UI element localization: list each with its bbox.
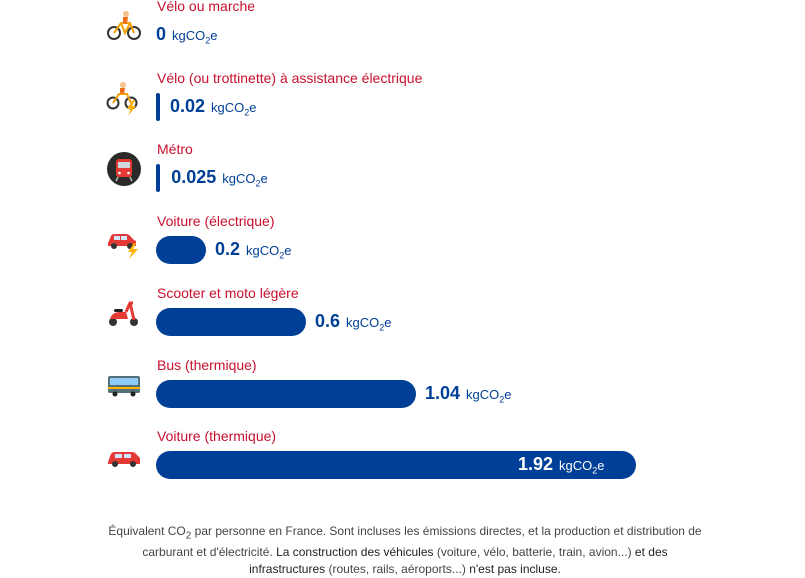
footnote-text: par personne en France. Sont incluses le…: [142, 524, 702, 560]
data-label: 1.92 kgCO2e: [518, 454, 605, 476]
unit-label: kgCO2e: [211, 99, 257, 118]
chart-row: Bus (thermique) 1.04 kgCO2e: [0, 351, 805, 421]
data-label: 0 kgCO2e: [156, 24, 218, 46]
data-label: 1.04 kgCO2e: [425, 383, 512, 405]
unit-label: kgCO2e: [172, 28, 218, 46]
data-label: 0.02 kgCO2e: [170, 96, 257, 118]
car-icon: [106, 438, 142, 474]
bar: [156, 379, 416, 408]
data-label-value: 0: [156, 24, 167, 44]
metro-icon: [106, 151, 142, 187]
bus-icon: [106, 367, 142, 403]
bicycle-icon: [106, 8, 142, 44]
footnote-text: La construction des véhicules: [276, 545, 434, 560]
electric-car-icon: [106, 223, 142, 260]
chart-row: Voiture (thermique) 1.92 kgCO2e: [0, 422, 805, 492]
category-label: Voiture (thermique): [157, 428, 277, 445]
data-label: 0.6 kgCO2e: [315, 311, 392, 333]
emissions-bar-chart: Vélo ou marche 0 kgCO2e Vélo (ou trottinett…: [0, 0, 805, 492]
category-label: Scooter et moto légère: [157, 284, 299, 301]
category-label: Vélo ou marche: [157, 0, 256, 14]
unit-label: kgCO2e: [346, 314, 392, 333]
footnote-text: (voiture, vélo, batterie, train, avion..…: [433, 545, 635, 560]
unit-label: kgCO2e: [466, 386, 512, 405]
ebike-icon: [106, 80, 142, 116]
chart-row: Scooter et moto légère 0.6 kgCO2e: [0, 279, 805, 349]
chart-row: Vélo ou marche 0 kgCO2e: [0, 0, 805, 62]
footnote-text: Équivalent CO: [108, 524, 186, 538]
unit-label: kgCO2e: [559, 458, 605, 476]
scooter-icon: [106, 295, 142, 331]
bar: [156, 307, 306, 336]
footnote-subscript: 2: [185, 530, 192, 542]
data-label-value: 1.04: [425, 382, 461, 403]
category-label: Bus (thermique): [157, 356, 257, 373]
unit-label: kgCO2e: [222, 171, 268, 189]
bar: [156, 236, 206, 265]
bar: [156, 92, 160, 121]
data-label: 0.025 kgCO2e: [171, 167, 268, 189]
data-label-value: 0.02: [170, 95, 206, 116]
data-label-value: 0.2: [215, 239, 241, 260]
footnote: Équivalent CO2 par personne en France. S…: [105, 523, 705, 578]
data-label-value: 0.6: [315, 310, 341, 331]
category-label: Voiture (électrique): [157, 213, 275, 230]
chart-row: Vélo (ou trottinette) à assistance élect…: [0, 64, 805, 134]
unit-label: kgCO2e: [246, 243, 292, 261]
data-label-value: 1.92: [518, 454, 554, 475]
chart-row: Métro 0.025 kgCO2e: [0, 135, 805, 205]
footnote-text: et des infrastructures: [249, 545, 668, 577]
category-label: Vélo (ou trottinette) à assistance élect…: [157, 69, 423, 86]
bar: [156, 164, 160, 193]
footnote-text: n'est pas incluse.: [469, 562, 561, 577]
data-label-value: 0.025: [171, 167, 217, 188]
data-label: 0.2 kgCO2e: [215, 239, 292, 261]
chart-row: Voiture (électrique) 0.2 kgCO2e: [0, 207, 805, 277]
footnote-text: (routes, rails, aéroports...): [325, 562, 470, 577]
category-label: Métro: [157, 141, 193, 158]
bar: [156, 451, 636, 480]
